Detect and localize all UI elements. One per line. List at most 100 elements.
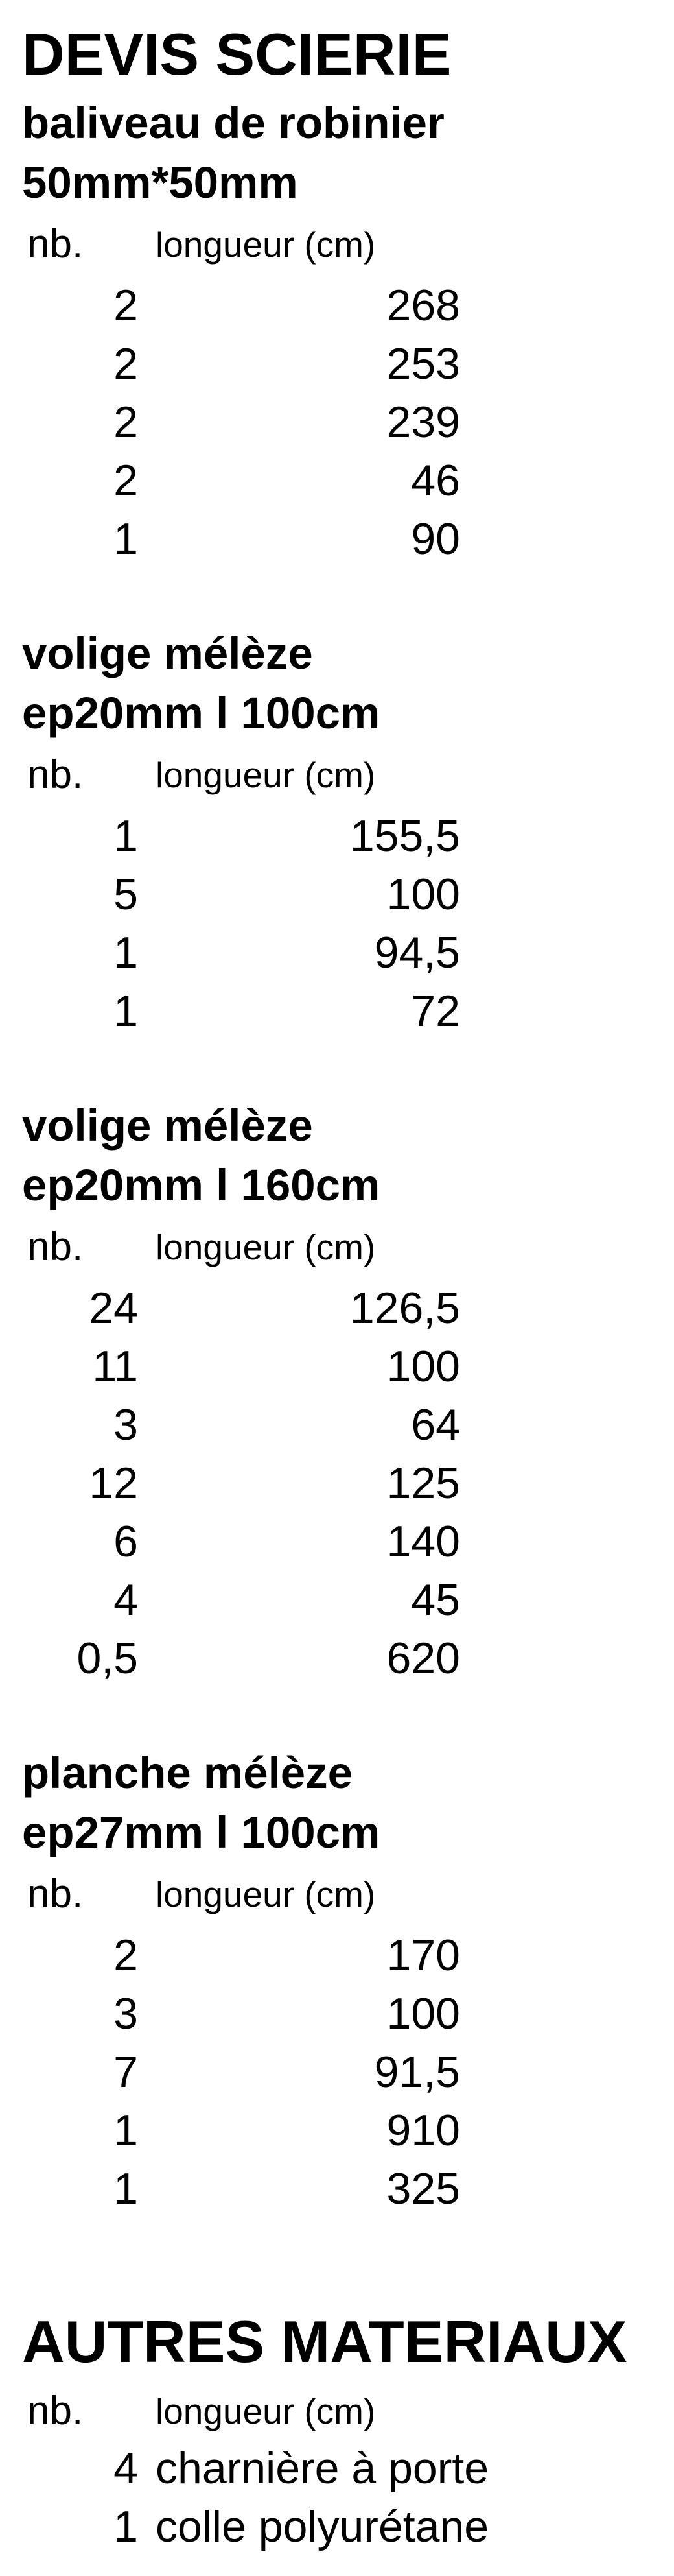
cell-length: 91,5 (374, 2047, 460, 2097)
cell-nb: 1 (113, 2164, 138, 2213)
cell-length: 268 (386, 281, 460, 330)
table-row: 2 239 (0, 393, 674, 451)
table-row: 5 100 (0, 865, 674, 924)
section-heading-line2: ep20mm l 100cm (22, 688, 380, 738)
cell-length: 64 (411, 1400, 460, 1449)
page-title: DEVIS SCIERIE (22, 22, 452, 88)
cell-nb: 12 (89, 1459, 138, 1508)
table-rows: 24 126,5 11 100 3 64 12 125 6 140 4 45 0… (0, 1279, 674, 1688)
cell-length: 325 (386, 2164, 460, 2213)
table-header: nb. longueur (cm) (0, 752, 674, 798)
table-row: 1 155,5 (0, 807, 674, 865)
section-heading-line1: planche mélèze (22, 1748, 353, 1798)
cell-nb: 0,5 (76, 1634, 138, 1683)
material-section: volige mélèze ep20mm l 100cm nb. longueu… (0, 624, 674, 1040)
table-row: 1 325 (0, 2160, 674, 2218)
section-heading-line1: baliveau de robinier (22, 98, 445, 148)
section-heading-line1: volige mélèze (22, 1101, 313, 1151)
column-header-nb: nb. (27, 1872, 84, 1916)
other-materials-rows: 4 charnière à porte 1 colle polyurétane (0, 2439, 674, 2556)
table-row: 2 170 (0, 1926, 674, 1985)
table-row: 1 94,5 (0, 924, 674, 982)
cell-length: 253 (386, 339, 460, 388)
cell-nb: 7 (113, 2047, 138, 2097)
section-heading: volige mélèze ep20mm l 160cm (22, 1096, 674, 1215)
section-heading-line2: 50mm*50mm (22, 158, 298, 208)
table-row: 2 253 (0, 335, 674, 393)
cell-length: 126,5 (349, 1283, 460, 1333)
table-header: nb. longueur (cm) (0, 2389, 674, 2434)
cell-length: 239 (386, 398, 460, 447)
cell-nb: 3 (113, 1400, 138, 1449)
material-section: baliveau de robinier 50mm*50mm nb. longu… (0, 93, 674, 568)
section-heading: baliveau de robinier 50mm*50mm (22, 93, 674, 213)
cell-length: 46 (411, 456, 460, 505)
cell-length: 90 (411, 514, 460, 564)
section-heading-line2: ep20mm l 160cm (22, 1160, 380, 1210)
table-header: nb. longueur (cm) (0, 1872, 674, 1917)
cell-nb: 2 (113, 339, 138, 388)
cell-length: 620 (386, 1634, 460, 1683)
table-row: 12 125 (0, 1454, 674, 1512)
table-row: 0,5 620 (0, 1629, 674, 1688)
cell-item-name: colle polyurétane (156, 2502, 489, 2551)
other-materials-title: AUTRES MATERIAUX (22, 2309, 627, 2375)
material-sections: baliveau de robinier 50mm*50mm nb. longu… (0, 93, 674, 2218)
cell-length: 170 (386, 1931, 460, 1980)
cell-nb: 6 (113, 1517, 138, 1566)
section-heading: volige mélèze ep20mm l 100cm (22, 624, 674, 743)
material-section: volige mélèze ep20mm l 160cm nb. longueu… (0, 1096, 674, 1688)
section-heading: planche mélèze ep27mm l 100cm (22, 1743, 674, 1863)
table-row: 4 45 (0, 1571, 674, 1629)
other-material-row: 4 charnière à porte (0, 2439, 674, 2498)
cell-nb: 1 (113, 2106, 138, 2155)
cell-nb: 4 (113, 2444, 138, 2493)
column-header-length: longueur (cm) (156, 1227, 376, 1267)
cell-nb: 4 (113, 1575, 138, 1625)
cell-length: 72 (411, 986, 460, 1036)
cell-nb: 1 (113, 2502, 138, 2551)
column-header-nb: nb. (27, 2389, 84, 2433)
table-row: 3 64 (0, 1396, 674, 1454)
cell-nb: 1 (113, 986, 138, 1036)
section-heading-line1: volige mélèze (22, 628, 313, 678)
cell-length: 910 (386, 2106, 460, 2155)
cell-length: 94,5 (374, 928, 460, 977)
table-row: 1 90 (0, 510, 674, 568)
cell-nb: 24 (89, 1283, 138, 1333)
cell-nb: 1 (113, 811, 138, 861)
table-row: 2 268 (0, 276, 674, 335)
cell-nb: 3 (113, 1989, 138, 2038)
table-row: 24 126,5 (0, 1279, 674, 1337)
column-header-nb: nb. (27, 222, 84, 267)
cell-length: 125 (386, 1459, 460, 1508)
column-header-nb: nb. (27, 1224, 84, 1269)
table-row: 2 46 (0, 451, 674, 510)
cell-length: 140 (386, 1517, 460, 1566)
table-row: 11 100 (0, 1337, 674, 1396)
cell-length: 100 (386, 1989, 460, 2038)
column-header-length: longueur (cm) (156, 755, 376, 795)
column-header-length: longueur (cm) (156, 2391, 376, 2431)
cell-nb: 2 (113, 1931, 138, 1980)
table-row: 1 910 (0, 2101, 674, 2160)
cell-nb: 2 (113, 398, 138, 447)
section-heading-line2: ep27mm l 100cm (22, 1807, 380, 1857)
table-rows: 2 170 3 100 7 91,5 1 910 1 325 (0, 1926, 674, 2218)
cell-item-name: charnière à porte (156, 2444, 489, 2493)
cell-length: 100 (386, 1342, 460, 1391)
cell-nb: 2 (113, 456, 138, 505)
table-rows: 1 155,5 5 100 1 94,5 1 72 (0, 807, 674, 1040)
table-header: nb. longueur (cm) (0, 222, 674, 267)
table-rows: 2 268 2 253 2 239 2 46 1 90 (0, 276, 674, 568)
table-row: 3 100 (0, 1985, 674, 2043)
cell-length: 155,5 (349, 811, 460, 861)
cell-nb: 2 (113, 281, 138, 330)
cell-length: 100 (386, 870, 460, 919)
material-section: planche mélèze ep27mm l 100cm nb. longue… (0, 1743, 674, 2218)
table-row: 7 91,5 (0, 2043, 674, 2101)
table-header: nb. longueur (cm) (0, 1224, 674, 1270)
cell-nb: 1 (113, 928, 138, 977)
column-header-nb: nb. (27, 752, 84, 797)
other-material-row: 1 colle polyurétane (0, 2498, 674, 2556)
